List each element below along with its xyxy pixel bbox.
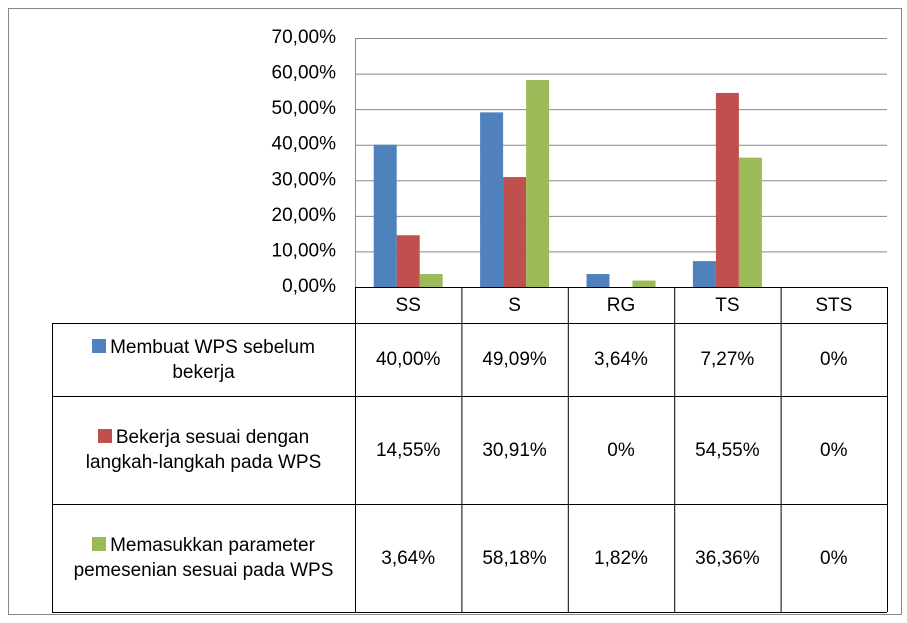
- table-cell: 30,91%: [461, 396, 567, 504]
- table-cell: 7,27%: [674, 323, 780, 396]
- y-tick-label: 50,00%: [272, 98, 337, 119]
- x-tick-label: SS: [396, 295, 421, 316]
- legend-swatch: [97, 429, 112, 443]
- table-cell: 3,64%: [568, 323, 674, 396]
- legend-swatch: [92, 537, 107, 551]
- value-label: 3,64%: [594, 349, 648, 370]
- legend-label: Bekerja sesuai dengan langkah-langkah pa…: [85, 427, 322, 473]
- y-tick-label: 20,00%: [272, 205, 337, 226]
- value-label: 0%: [607, 439, 635, 461]
- y-tick-label: 40,00%: [272, 134, 337, 155]
- value-label: 3,64%: [381, 547, 436, 569]
- table-cell: 40,00%: [355, 323, 461, 396]
- bar: [396, 235, 420, 287]
- bar: [586, 274, 610, 287]
- bar: [503, 177, 527, 287]
- table-cell: 1,82%: [568, 504, 674, 612]
- legend-cell: Bekerja sesuai dengan langkah-langkah pa…: [52, 396, 355, 504]
- bar: [692, 261, 716, 287]
- legend-cell: Memasukkan parameter pemesenian sesuai p…: [52, 504, 355, 612]
- legend-entry: Memasukkan parameter pemesenian sesuai p…: [69, 533, 339, 583]
- table-cell: 14,55%: [355, 396, 461, 504]
- table-cell: 58,18%: [461, 504, 567, 612]
- table-cell: 0%: [568, 396, 674, 504]
- value-label: 7,27%: [700, 349, 755, 370]
- value-label: 54,55%: [695, 439, 760, 461]
- bar: [715, 92, 739, 287]
- legend-swatch: [92, 338, 107, 353]
- table-cell: 36,36%: [674, 504, 780, 612]
- bar: [480, 112, 504, 288]
- table-cell: 49,09%: [461, 323, 567, 396]
- x-tick-label: TS: [715, 295, 739, 316]
- bar: [373, 144, 397, 287]
- table-cell: 0%: [781, 323, 887, 396]
- value-label: 0%: [820, 349, 848, 370]
- legend-cell: Membuat WPS sebelum bekerja: [52, 323, 355, 396]
- bar: [526, 80, 550, 287]
- bar: [632, 280, 656, 287]
- value-label: 49,09%: [482, 349, 547, 370]
- y-tick-label: 70,00%: [272, 27, 337, 48]
- table-cell: 0%: [781, 396, 887, 504]
- value-label: 0%: [820, 547, 848, 569]
- value-label: 40,00%: [375, 349, 441, 370]
- value-label: 58,18%: [482, 547, 547, 569]
- y-tick-label: 60,00%: [272, 63, 337, 84]
- y-tick-label: 30,00%: [272, 169, 337, 190]
- table-cell: 0%: [781, 504, 887, 612]
- value-label: 14,55%: [375, 439, 441, 461]
- table-cell: 3,64%: [355, 504, 461, 612]
- chart-border: [8, 8, 902, 615]
- bar: [738, 157, 762, 287]
- legend-label: Memasukkan parameter pemesenian sesuai p…: [73, 535, 334, 581]
- y-tick-label: 10,00%: [272, 240, 337, 261]
- legend-entry: Membuat WPS sebelum bekerja: [69, 335, 339, 385]
- value-label: 30,91%: [482, 439, 547, 461]
- value-label: 0%: [820, 439, 848, 461]
- value-label: 1,82%: [594, 547, 648, 569]
- legend-entry: Bekerja sesuai dengan langkah-langkah pa…: [69, 425, 339, 475]
- x-tick-label: S: [508, 295, 521, 316]
- table-cell: 54,55%: [674, 396, 780, 504]
- x-tick-label: STS: [815, 295, 852, 316]
- legend-label: Membuat WPS sebelum bekerja: [110, 336, 315, 383]
- y-tick-label: 0,00%: [282, 276, 336, 297]
- value-label: 36,36%: [695, 547, 760, 569]
- x-tick-label: RG: [607, 295, 636, 316]
- bar: [419, 274, 443, 287]
